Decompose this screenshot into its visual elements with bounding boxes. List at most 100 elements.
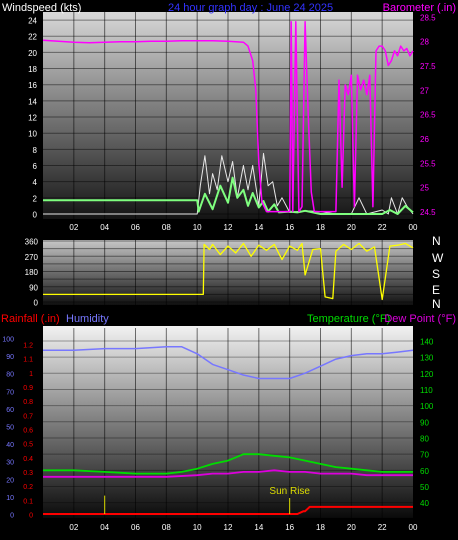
humidity-tick-label: 80 [6,372,14,379]
temperature-tick-label: 40 [420,499,429,508]
temperature-tick-label: 90 [420,418,429,427]
rainfall-tick-label: 0.7 [23,413,33,420]
rainfall-tick-label: 0.2 [23,484,33,491]
direction-tick-label: 180 [25,268,39,277]
rainfall-tick-label: 0.1 [23,498,33,505]
time-tick-label: 02 [69,223,78,232]
temperature-line [43,453,413,475]
humidity-line [43,346,414,380]
barometer-tick-label: 25 [420,184,429,193]
rainfall-tick-label: 1.1 [23,357,33,364]
axis-labels: 02468101214161820222424.52525.52626.5272… [2,13,436,532]
windspeed-tick-label: 12 [28,114,37,123]
barometer-tick-label: 28.5 [420,13,436,22]
rainfall-tick-label: 0.9 [23,385,33,392]
windspeed-tick-label: 16 [28,81,37,90]
temperature-axis-title: Temperature (°F) [307,313,390,325]
rainfall-tick-label: 0.8 [23,399,33,406]
wind-direction-line [43,242,414,301]
windspeed-tick-label: 14 [28,97,37,106]
graph-title: 24 hour graph day : June 24 2025 [168,2,333,14]
direction-letters: N W S E N [432,234,444,311]
windspeed-tick-label: 20 [28,49,37,58]
direction-tick-label: 0 [34,299,39,308]
time-tick-label: 04 [100,223,109,232]
humidity-tick-label: 0 [10,513,14,520]
windspeed-tick-label: 22 [28,33,37,42]
temperature-tick-label: 120 [420,370,434,379]
humidity-tick-label: 90 [6,354,14,361]
time-tick-label: 22 [378,523,387,532]
temperature-tick-label: 50 [420,483,429,492]
humidity-tick-label: 60 [6,407,14,414]
windspeed-tick-label: 18 [28,65,37,74]
time-tick-label: 18 [316,223,325,232]
temperature-tick-label: 60 [420,467,429,476]
barometer-tick-label: 26.5 [420,111,436,120]
humidity-tick-label: 70 [6,389,14,396]
windspeed-tick-label: 2 [33,194,38,203]
time-tick-label: 12 [224,523,233,532]
windspeed-tick-label: 24 [28,17,37,26]
dewpoint-axis-title: Dew Point (°F) [384,313,456,325]
rainfall-line [43,505,413,515]
rainfall-tick-label: 1 [29,371,33,378]
rainfall-axis-title: Rainfall (.in) [1,313,60,325]
rainfall-tick-label: 0 [29,513,33,520]
time-tick-label: 08 [162,523,171,532]
direction-letter-n-bottom: N [432,297,441,311]
humidity-tick-label: 50 [6,425,14,432]
time-tick-label: 20 [347,523,356,532]
temperature-tick-label: 80 [420,434,429,443]
time-tick-label: 16 [285,223,294,232]
time-tick-label: 00 [409,223,418,232]
humidity-tick-label: 40 [6,442,14,449]
barometer-tick-label: 27 [420,86,429,95]
barometer-line [42,20,414,213]
temperature-tick-label: 100 [420,402,434,411]
humidity-axis-title: Humidity [66,313,109,325]
direction-tick-label: 270 [25,253,39,262]
temperature-tick-label: 140 [420,337,434,346]
windspeed-tick-label: 4 [33,178,38,187]
windspeed-avg-line [43,176,414,215]
series-layer [42,20,414,515]
direction-tick-label: 360 [25,238,39,247]
gridlines [43,12,413,518]
time-tick-label: 00 [409,523,418,532]
time-tick-label: 06 [131,223,140,232]
time-tick-label: 06 [131,523,140,532]
rainfall-tick-label: 0.3 [23,470,33,477]
time-tick-label: 14 [254,523,263,532]
windspeed-tick-label: 6 [33,162,38,171]
temperature-tick-label: 130 [420,354,434,363]
rainfall-tick-label: 0.6 [23,428,33,435]
time-tick-label: 08 [162,223,171,232]
humidity-tick-label: 20 [6,477,14,484]
windspeed-tick-label: 0 [33,211,38,220]
rainfall-tick-label: 0.4 [23,456,33,463]
windspeed-axis-title: Windspeed (kts) [2,2,81,14]
humidity-tick-label: 10 [6,495,14,502]
temperature-tick-label: 70 [420,451,429,460]
barometer-tick-label: 26 [420,135,429,144]
humidity-tick-label: 30 [6,460,14,467]
sunrise-annotation: Sun Rise [269,486,310,497]
direction-letter-s: S [432,267,440,281]
time-tick-label: 10 [193,523,202,532]
dewpoint-line [43,469,413,478]
humidity-tick-label: 100 [2,337,14,344]
rainfall-tick-label: 1.2 [23,343,33,350]
barometer-tick-label: 24.5 [420,208,436,217]
time-tick-label: 22 [378,223,387,232]
rainfall-tick-label: 0.5 [23,442,33,449]
time-tick-label: 14 [254,223,263,232]
direction-letter-w: W [432,251,444,265]
barometer-tick-label: 28 [420,38,429,47]
windspeed-tick-label: 8 [33,146,38,155]
direction-letter-e: E [432,283,440,297]
direction-tick-label: 90 [29,283,38,292]
barometer-axis-title: Barometer (.in) [383,2,456,14]
temperature-tick-label: 110 [420,386,433,395]
time-tick-label: 10 [193,223,202,232]
